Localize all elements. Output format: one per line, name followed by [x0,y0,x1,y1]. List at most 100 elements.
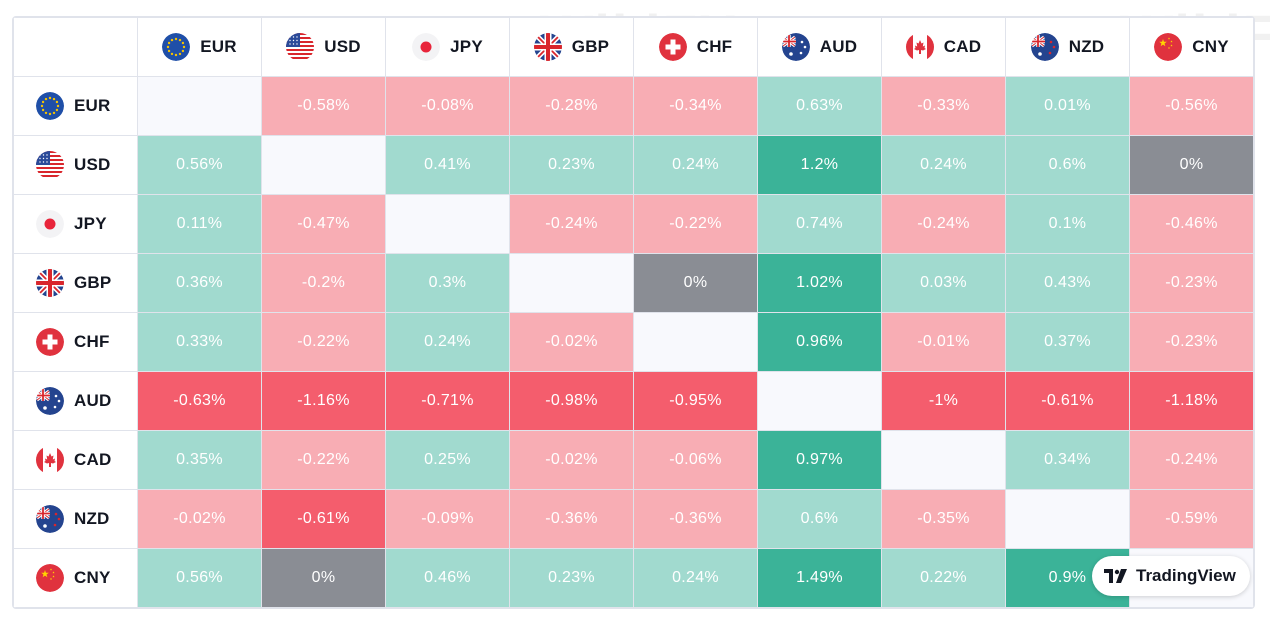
heatmap-cell-eur-cad[interactable]: -0.33% [881,76,1006,136]
currency-header: JPY [386,18,509,76]
heatmap-cell-cad-chf[interactable]: -0.06% [633,430,758,490]
heatmap-cell-cad-gbp[interactable]: -0.02% [509,430,634,490]
heatmap-cell-chf-cad[interactable]: -0.01% [881,312,1006,372]
column-header-usd: USD [261,17,386,77]
heatmap-cell-aud-nzd[interactable]: -0.61% [1005,371,1130,431]
heatmap-cell-aud-cny[interactable]: -1.18% [1129,371,1254,431]
currency-header: CNY [14,549,137,607]
japan-flag-icon [36,210,64,238]
heatmap-cell-jpy-eur[interactable]: 0.11% [137,194,262,254]
heatmap-cell-usd-jpy[interactable]: 0.41% [385,135,510,195]
heatmap-cell-aud-jpy[interactable]: -0.71% [385,371,510,431]
heatmap-cell-gbp-cad[interactable]: 0.03% [881,253,1006,313]
heatmap-cell-nzd-cad[interactable]: -0.35% [881,489,1006,549]
heatmap-cell-usd-eur[interactable]: 0.56% [137,135,262,195]
heatmap-cell-chf-jpy[interactable]: 0.24% [385,312,510,372]
heatmap-cell-cny-jpy[interactable]: 0.46% [385,548,510,608]
heatmap-cell-jpy-nzd[interactable]: 0.1% [1005,194,1130,254]
heatmap-cell-aud-eur[interactable]: -0.63% [137,371,262,431]
currency-code: CHF [696,37,733,56]
heatmap-cell-usd-cny[interactable]: 0% [1129,135,1254,195]
heatmap-cell-usd-aud[interactable]: 1.2% [757,135,882,195]
heatmap-cell-usd-nzd[interactable]: 0.6% [1005,135,1130,195]
heatmap-cell-eur-gbp[interactable]: -0.28% [509,76,634,136]
heatmap-cell-jpy-cad[interactable]: -0.24% [881,194,1006,254]
heatmap-cell-nzd-aud[interactable]: 0.6% [757,489,882,549]
heatmap-cell-gbp-chf[interactable]: 0% [633,253,758,313]
heatmap-cell-jpy-chf[interactable]: -0.22% [633,194,758,254]
heatmap-cell-eur-chf[interactable]: -0.34% [633,76,758,136]
australia-flag-icon [36,387,64,415]
row-header-eur: EUR [13,76,138,136]
heatmap-cell-eur-jpy[interactable]: -0.08% [385,76,510,136]
heatmap-cell-aud-chf[interactable]: -0.95% [633,371,758,431]
canada-flag-icon [905,33,934,61]
heatmap-cell-nzd-nzd [1005,489,1130,549]
heatmap-cell-eur-usd[interactable]: -0.58% [261,76,386,136]
heatmap-body: EUR -0.58% -0.08% -0.28% -0.34% 0.63% -0.33% 0.… [13,76,1254,608]
heatmap-cell-eur-aud[interactable]: 0.63% [757,76,882,136]
heatmap-cell-jpy-aud[interactable]: 0.74% [757,194,882,254]
heatmap-cell-cad-aud[interactable]: 0.97% [757,430,882,490]
heatmap-cell-chf-eur[interactable]: 0.33% [137,312,262,372]
heatmap-cell-nzd-chf[interactable]: -0.36% [633,489,758,549]
heatmap-cell-usd-chf[interactable]: 0.24% [633,135,758,195]
heatmap-cell-cny-cad[interactable]: 0.22% [881,548,1006,608]
heatmap-cell-cad-usd[interactable]: -0.22% [261,430,386,490]
us-flag-icon [36,151,64,179]
heatmap-cell-chf-gbp[interactable]: -0.02% [509,312,634,372]
heatmap-row-eur: EUR -0.58% -0.08% -0.28% -0.34% 0.63% -0.33% 0.… [13,76,1254,136]
column-header-cny: CNY [1129,17,1254,77]
heatmap-cell-chf-nzd[interactable]: 0.37% [1005,312,1130,372]
heatmap-row-cad: CAD 0.35% -0.22% 0.25% -0.02% -0.06% 0.97% 0.34… [13,430,1254,490]
heatmap-cell-cad-nzd[interactable]: 0.34% [1005,430,1130,490]
row-header-usd: USD [13,135,138,195]
heatmap-cell-gbp-nzd[interactable]: 0.43% [1005,253,1130,313]
heatmap-cell-jpy-gbp[interactable]: -0.24% [509,194,634,254]
tradingview-badge[interactable]: TradingView [1092,556,1250,596]
eu-flag-icon [162,33,191,61]
heatmap-row-gbp: GBP 0.36% -0.2% 0.3% 0% 1.02% 0.03% 0.43% -0.23% [13,253,1254,313]
heatmap-cell-nzd-usd[interactable]: -0.61% [261,489,386,549]
heatmap-cell-gbp-usd[interactable]: -0.2% [261,253,386,313]
heatmap-cell-nzd-cny[interactable]: -0.59% [1129,489,1254,549]
heatmap-cell-aud-cad[interactable]: -1% [881,371,1006,431]
heatmap-cell-cny-eur[interactable]: 0.56% [137,548,262,608]
heatmap-cell-gbp-cny[interactable]: -0.23% [1129,253,1254,313]
heatmap-cell-aud-usd[interactable]: -1.16% [261,371,386,431]
heatmap-cell-cny-usd[interactable]: 0% [261,548,386,608]
heatmap-cell-jpy-usd[interactable]: -0.47% [261,194,386,254]
heatmap-cell-usd-gbp[interactable]: 0.23% [509,135,634,195]
heatmap-cell-chf-usd[interactable]: -0.22% [261,312,386,372]
heatmap-cell-chf-aud[interactable]: 0.96% [757,312,882,372]
heatmap-cell-gbp-aud[interactable]: 1.02% [757,253,882,313]
corner-cell [13,17,138,77]
currency-code: JPY [450,37,483,56]
heatmap-cell-gbp-eur[interactable]: 0.36% [137,253,262,313]
heatmap-cell-cad-eur[interactable]: 0.35% [137,430,262,490]
heatmap-cell-eur-cny[interactable]: -0.56% [1129,76,1254,136]
new-zealand-flag-icon [36,505,64,533]
currency-heatmap: EUR USD JPY GBP CHF AUD CAD NZD CNY EUR -0.58% -0.… [12,16,1255,609]
heatmap-cell-jpy-cny[interactable]: -0.46% [1129,194,1254,254]
heatmap-cell-eur-nzd[interactable]: 0.01% [1005,76,1130,136]
china-flag-icon [36,564,64,592]
canada-flag-icon [36,446,64,474]
currency-code: AUD [819,37,858,56]
heatmap-cell-aud-gbp[interactable]: -0.98% [509,371,634,431]
heatmap-cell-nzd-gbp[interactable]: -0.36% [509,489,634,549]
heatmap-cell-nzd-jpy[interactable]: -0.09% [385,489,510,549]
heatmap-cell-gbp-jpy[interactable]: 0.3% [385,253,510,313]
currency-header: NZD [1006,18,1129,76]
heatmap-cell-cny-aud[interactable]: 1.49% [757,548,882,608]
currency-header: JPY [14,195,137,253]
heatmap-cell-cny-gbp[interactable]: 0.23% [509,548,634,608]
heatmap-cell-cad-jpy[interactable]: 0.25% [385,430,510,490]
heatmap-cell-chf-cny[interactable]: -0.23% [1129,312,1254,372]
heatmap-cell-cad-cny[interactable]: -0.24% [1129,430,1254,490]
column-header-gbp: GBP [509,17,634,77]
heatmap-cell-usd-cad[interactable]: 0.24% [881,135,1006,195]
heatmap-cell-cny-chf[interactable]: 0.24% [633,548,758,608]
heatmap-cell-nzd-eur[interactable]: -0.02% [137,489,262,549]
heatmap-row-cny: CNY 0.56% 0% 0.46% 0.23% 0.24% 1.49% 0.22% 0.9% [13,548,1254,608]
